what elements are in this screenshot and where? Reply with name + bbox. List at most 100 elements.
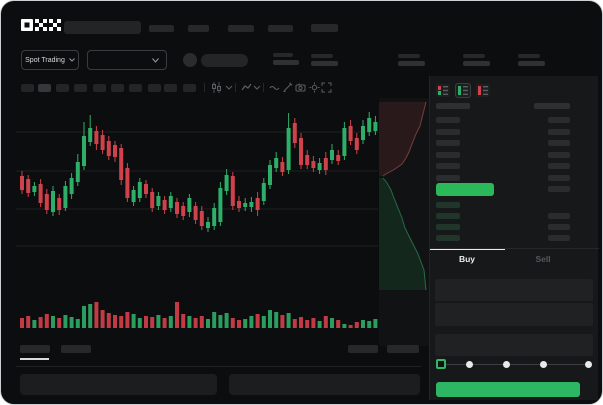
draw-pencil-icon[interactable] bbox=[282, 82, 293, 93]
candle-body bbox=[261, 183, 266, 201]
volume-bar bbox=[131, 314, 136, 328]
nav-item-placeholder[interactable] bbox=[268, 25, 293, 32]
candle-body bbox=[317, 163, 322, 170]
search-input[interactable] bbox=[64, 21, 141, 34]
fullscreen-icon[interactable] bbox=[321, 82, 332, 93]
slider-handle[interactable] bbox=[436, 359, 446, 369]
bottom-tab[interactable] bbox=[61, 345, 91, 353]
volume-bar bbox=[330, 318, 334, 328]
candle-body bbox=[286, 128, 291, 170]
book-bids-icon[interactable] bbox=[455, 83, 471, 98]
candle-body bbox=[106, 141, 111, 156]
tabs-divider bbox=[430, 248, 599, 249]
timeframe-pill[interactable] bbox=[148, 84, 161, 92]
candle-body bbox=[323, 158, 328, 170]
last-price-badge[interactable] bbox=[436, 183, 494, 196]
chart-style-icon[interactable] bbox=[241, 82, 252, 93]
orderbook-price-bar bbox=[436, 213, 460, 219]
orderbook-price-bar bbox=[436, 151, 460, 158]
indicator-wave-icon[interactable] bbox=[269, 82, 280, 93]
volume-bar bbox=[156, 315, 161, 328]
candle-body bbox=[162, 200, 167, 210]
volume-bar bbox=[342, 324, 347, 328]
chevron-down-icon[interactable] bbox=[253, 85, 264, 96]
timeframe-pill[interactable] bbox=[111, 84, 124, 92]
stat-label-placeholder bbox=[463, 54, 485, 58]
timeframe-pill[interactable] bbox=[21, 84, 34, 92]
candle-body bbox=[94, 131, 99, 144]
total-input[interactable] bbox=[435, 334, 593, 356]
orderbook-price-bar bbox=[436, 163, 460, 170]
tab-buy[interactable]: Buy bbox=[442, 254, 492, 264]
bottom-action-placeholder[interactable] bbox=[387, 345, 419, 353]
camera-icon[interactable] bbox=[295, 82, 306, 93]
slider-stop[interactable] bbox=[466, 361, 473, 368]
volume-bar bbox=[193, 318, 198, 328]
volume-bar bbox=[237, 320, 241, 328]
chevron-down-icon[interactable] bbox=[225, 85, 236, 96]
candle-body bbox=[175, 202, 179, 214]
candlestick-chart[interactable] bbox=[16, 98, 378, 330]
buy-submit-button[interactable] bbox=[436, 382, 580, 397]
depth-chart-panel bbox=[379, 98, 429, 346]
candle-body bbox=[224, 175, 229, 191]
candle-body bbox=[100, 135, 105, 150]
tab-sell[interactable]: Sell bbox=[518, 254, 568, 264]
nav-item-placeholder[interactable] bbox=[228, 25, 254, 32]
slider-stop[interactable] bbox=[540, 361, 547, 368]
book-both-icon[interactable] bbox=[436, 84, 450, 97]
candle-body bbox=[361, 126, 365, 140]
nav-item-placeholder[interactable] bbox=[149, 25, 174, 32]
timeframe-pill[interactable] bbox=[129, 84, 142, 92]
volume-bar bbox=[113, 315, 117, 328]
volume-bar bbox=[249, 316, 254, 328]
candle-body bbox=[305, 155, 310, 165]
book-asks-icon[interactable] bbox=[476, 84, 490, 97]
amount-input[interactable] bbox=[435, 303, 593, 326]
candle-body bbox=[113, 145, 117, 157]
orderbook-amount-bar bbox=[548, 140, 570, 147]
market-type-selector[interactable]: Spot Trading bbox=[21, 50, 79, 70]
okx-logo[interactable] bbox=[21, 19, 61, 32]
stat-value-placeholder bbox=[273, 60, 299, 65]
candle-body bbox=[274, 158, 279, 168]
candle-body bbox=[193, 206, 198, 220]
timeframe-pill[interactable] bbox=[93, 84, 106, 92]
price-input[interactable] bbox=[435, 279, 593, 301]
depth-chart bbox=[379, 101, 427, 291]
candles-icon[interactable] bbox=[211, 82, 222, 93]
settings-gear-icon[interactable] bbox=[309, 82, 320, 93]
assets-panel-placeholder[interactable] bbox=[229, 374, 420, 395]
volume-bar bbox=[354, 322, 359, 328]
volume-bar bbox=[292, 319, 297, 328]
timeframe-pill[interactable] bbox=[183, 84, 196, 92]
slider-stop[interactable] bbox=[503, 361, 510, 368]
volume-bar bbox=[69, 317, 74, 328]
stat-label-placeholder bbox=[518, 54, 540, 58]
timeframe-pill[interactable] bbox=[164, 84, 177, 92]
bottom-tab-active[interactable] bbox=[20, 345, 50, 353]
candle-body bbox=[243, 203, 248, 207]
slider-stop[interactable] bbox=[585, 361, 592, 368]
orders-panel-placeholder[interactable] bbox=[20, 374, 217, 395]
volume-bar bbox=[63, 315, 68, 328]
candle-body bbox=[168, 196, 173, 208]
candle-body bbox=[354, 138, 359, 150]
tab-buy-label: Buy bbox=[458, 254, 476, 264]
candle-body bbox=[311, 161, 316, 168]
candle-body bbox=[268, 165, 272, 185]
nav-item-placeholder[interactable] bbox=[188, 25, 209, 32]
timeframe-pill[interactable] bbox=[56, 84, 69, 92]
bottom-action-placeholder[interactable] bbox=[348, 345, 378, 353]
orderbook-price-bar bbox=[436, 175, 460, 181]
slider-track[interactable] bbox=[439, 364, 588, 365]
nav-item-placeholder[interactable] bbox=[311, 24, 338, 32]
orderbook-amount-bar bbox=[548, 186, 570, 192]
timeframe-pill-active[interactable] bbox=[38, 84, 51, 92]
volume-bar bbox=[367, 321, 372, 328]
stat-label-placeholder bbox=[398, 54, 420, 58]
candle-body bbox=[373, 122, 378, 131]
volume-bar bbox=[230, 318, 235, 328]
timeframe-pill[interactable] bbox=[74, 84, 87, 92]
pair-selector[interactable] bbox=[87, 50, 167, 70]
